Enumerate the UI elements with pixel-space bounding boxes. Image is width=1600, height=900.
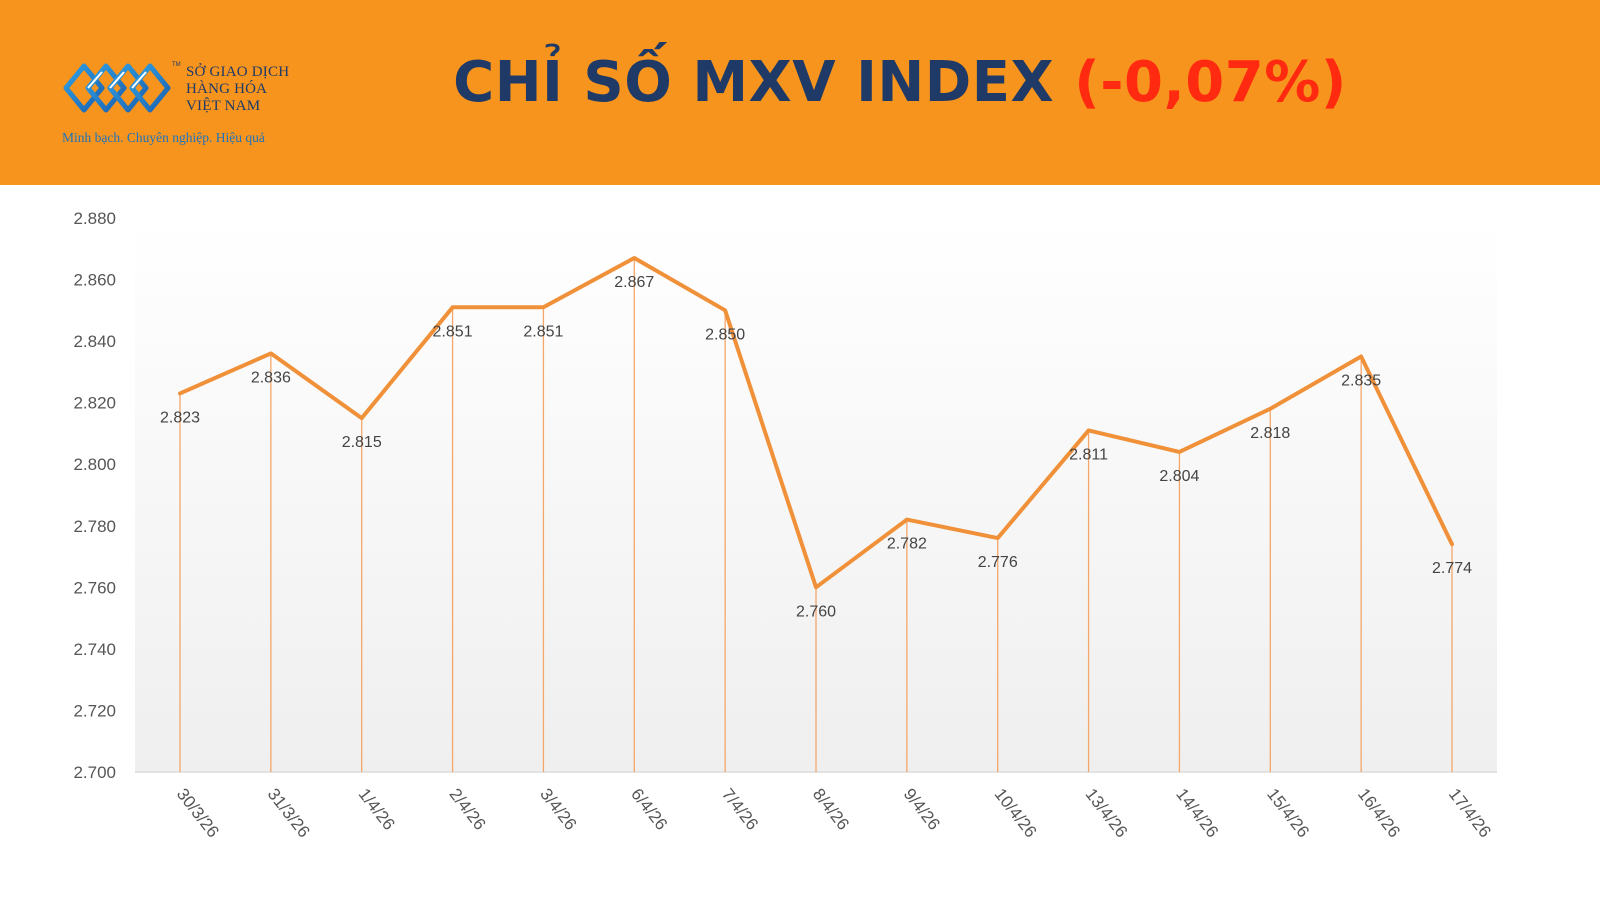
data-label: 2.850 <box>705 326 745 343</box>
x-tick-label: 31/3/26 <box>264 785 314 841</box>
x-tick-label: 14/4/26 <box>1172 785 1222 841</box>
x-tick-label: 6/4/26 <box>627 785 671 834</box>
x-tick-label: 16/4/26 <box>1354 785 1404 841</box>
series-line <box>178 256 1454 590</box>
logo-tagline: Minh bạch. Chuyên nghiệp. Hiệu quả <box>62 130 265 145</box>
data-label: 2.776 <box>978 554 1018 571</box>
y-tick-label: 2.700 <box>73 763 116 782</box>
x-tick-label: 3/4/26 <box>536 785 580 834</box>
data-label: 2.774 <box>1432 560 1472 577</box>
data-label: 2.836 <box>251 369 291 386</box>
x-tick-label: 8/4/26 <box>809 785 853 834</box>
data-label: 2.782 <box>887 536 927 553</box>
page-title: CHỈ SỐ MXV INDEX (-0,07%) <box>0 50 1600 115</box>
x-tick-label: 2/4/26 <box>445 785 489 834</box>
x-tick-label: 30/3/26 <box>173 785 223 841</box>
line-chart: 2.700 2.720 2.740 2.760 2.780 2.800 2.820 2.840… <box>73 209 1497 841</box>
logo: SỞ GIAO DỊCH HÀNG HÓA VIỆT NAM TM Minh b… <box>58 58 318 154</box>
y-tick-label: 2.740 <box>73 640 116 659</box>
title-change-percent: (-0,07%) <box>1074 50 1347 115</box>
y-tick-label: 2.800 <box>73 455 116 474</box>
logo-line-1: SỞ GIAO DỊCH <box>186 64 290 80</box>
logo-mark-icon <box>63 63 171 113</box>
y-tick-label: 2.820 <box>73 394 116 413</box>
title-text: CHỈ SỐ MXV INDEX <box>453 50 1055 115</box>
y-tick-label: 2.880 <box>73 209 116 228</box>
data-label: 2.867 <box>614 274 654 291</box>
x-tick-label: 1/4/26 <box>355 785 399 834</box>
logo-line-2: HÀNG HÓA <box>186 81 268 97</box>
y-tick-label: 2.720 <box>73 701 116 720</box>
y-tick-label: 2.840 <box>73 332 116 351</box>
data-label: 2.823 <box>160 409 200 426</box>
data-label: 2.815 <box>342 434 382 451</box>
x-tick-label: 13/4/26 <box>1081 785 1131 841</box>
y-tick-label: 2.860 <box>73 271 116 290</box>
data-label: 2.851 <box>523 323 563 340</box>
x-tick-label: 15/4/26 <box>1263 785 1313 841</box>
x-tick-label: 9/4/26 <box>900 785 944 834</box>
data-label: 2.851 <box>433 323 473 340</box>
x-tick-label: 10/4/26 <box>991 785 1041 841</box>
x-tick-label: 17/4/26 <box>1445 785 1495 841</box>
data-label: 2.760 <box>796 603 836 620</box>
header-banner: SỞ GIAO DỊCH HÀNG HÓA VIỆT NAM TM Minh b… <box>0 0 1600 185</box>
data-label: 2.835 <box>1341 373 1381 390</box>
logo-line-3: VIỆT NAM <box>186 98 261 114</box>
y-tick-label: 2.760 <box>73 578 116 597</box>
data-label: 2.804 <box>1159 468 1199 485</box>
x-tick-label: 7/4/26 <box>718 785 762 834</box>
data-label: 2.818 <box>1250 425 1290 442</box>
y-tick-label: 2.780 <box>73 517 116 536</box>
trademark-mark: TM <box>172 62 181 68</box>
data-label: 2.811 <box>1069 446 1108 463</box>
